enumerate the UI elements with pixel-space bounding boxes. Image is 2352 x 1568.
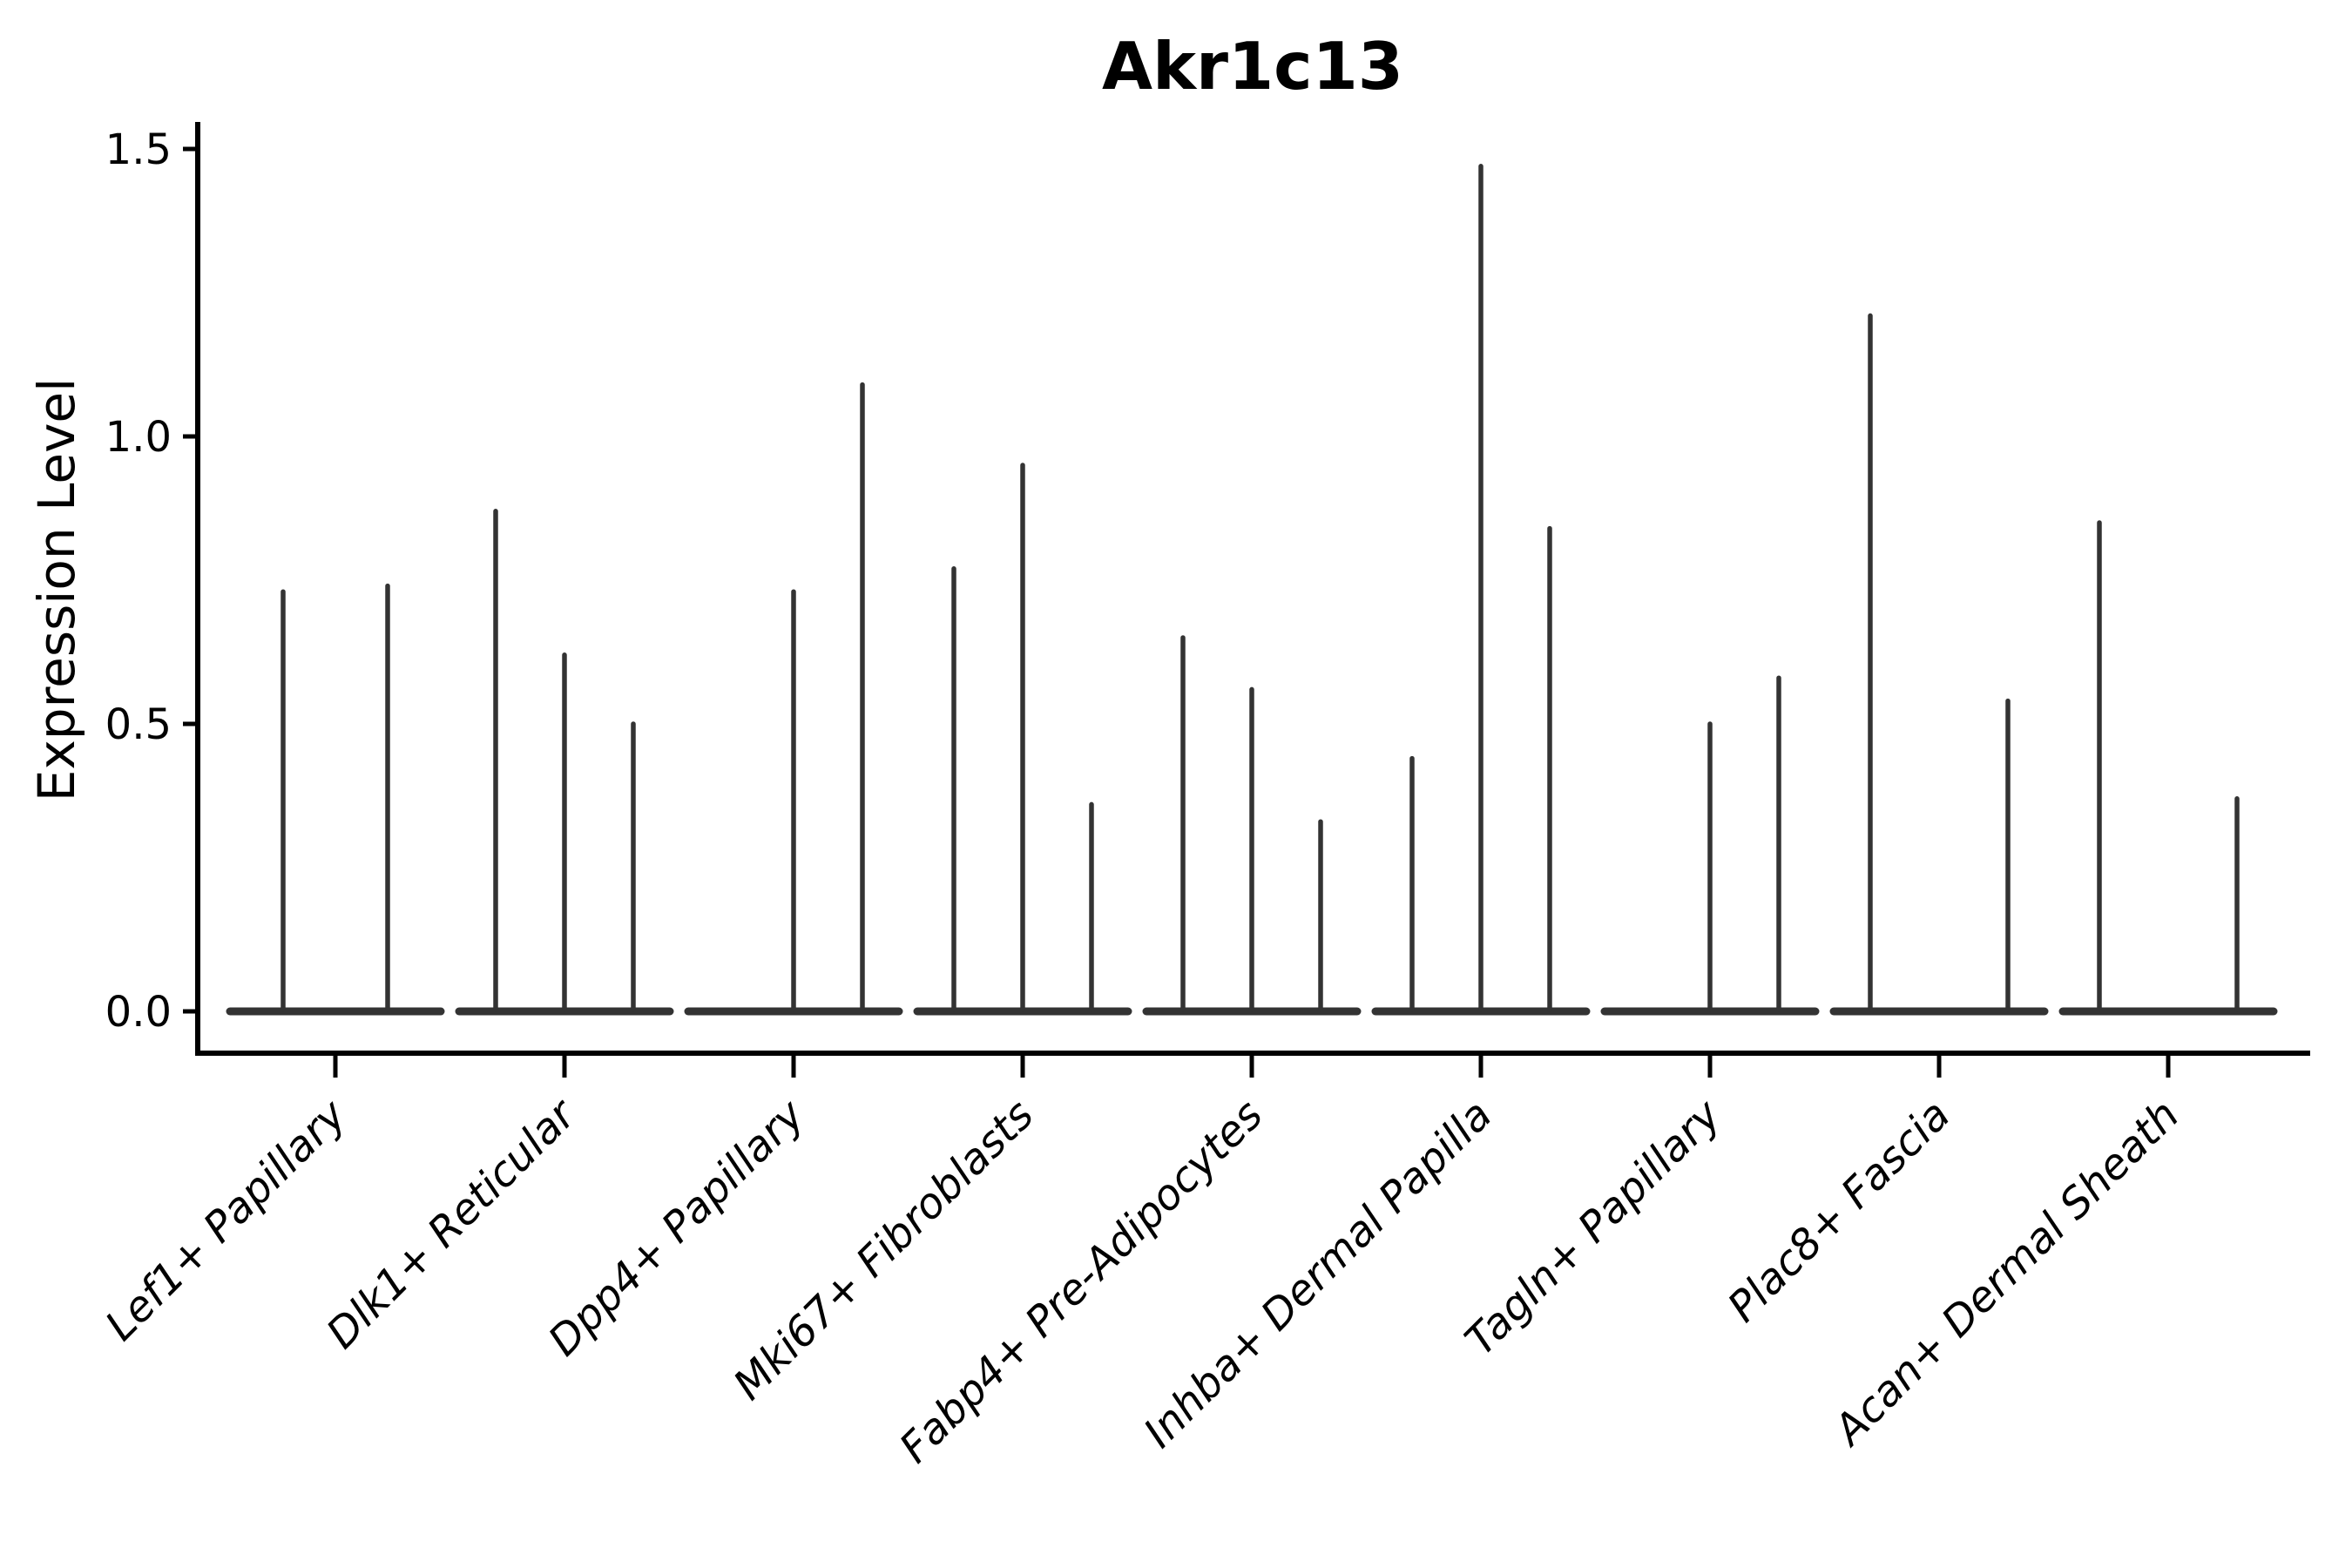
x-tick-label: Dpp4+ Papillary (539, 1090, 814, 1365)
x-tick-label: Lef1+ Papillary (96, 1090, 356, 1350)
violins (226, 164, 2278, 1016)
y-tick-label: 0.5 (105, 700, 172, 749)
y-tick-label: 1.5 (105, 125, 172, 174)
x-tick-label: Fabp4+ Pre-Adipocytes (890, 1091, 1273, 1473)
y-axis-ticks: 0.0 0.5 1.0 1.5 (105, 125, 198, 1037)
y-tick-label: 0.0 (105, 988, 172, 1037)
axes-spines (195, 122, 2310, 1056)
y-tick-label: 1.0 (105, 413, 172, 462)
x-tick-label: Plac8+ Fascia (1719, 1091, 1960, 1332)
x-tick-label: Dlk1+ Reticular (317, 1089, 587, 1359)
chart-title: Akr1c13 (1102, 28, 1403, 105)
y-axis-label: Expression Level (27, 378, 86, 801)
x-tick-label: Tagln+ Papillary (1456, 1090, 1731, 1365)
